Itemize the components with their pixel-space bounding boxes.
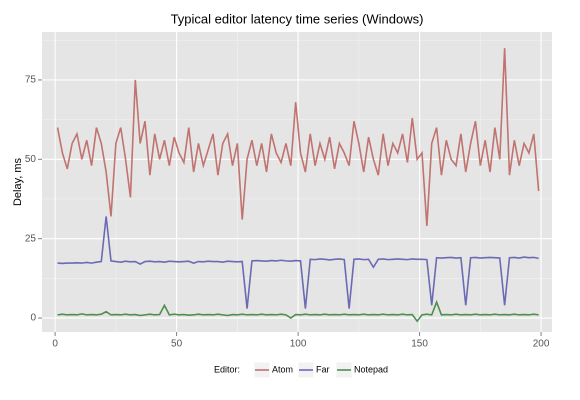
series-line bbox=[56, 48, 540, 227]
plot-panel bbox=[42, 32, 552, 332]
series-line bbox=[57, 299, 539, 323]
y-tick-label: 50 bbox=[25, 154, 37, 165]
x-tick-label: 0 bbox=[52, 339, 58, 350]
chart-title: Typical editor latency time series (Wind… bbox=[171, 11, 424, 26]
x-tick-label: 200 bbox=[533, 339, 550, 350]
y-axis-label: Delay, ms bbox=[12, 157, 24, 206]
legend-title: Editor: bbox=[214, 364, 240, 374]
x-tick-label: 150 bbox=[411, 339, 428, 350]
y-tick-label: 0 bbox=[30, 313, 36, 324]
x-tick-label: 50 bbox=[171, 339, 183, 350]
y-tick-label: 25 bbox=[25, 233, 37, 244]
series-line bbox=[57, 216, 539, 309]
x-tick-label: 100 bbox=[290, 339, 307, 350]
legend-label: Far bbox=[316, 364, 330, 374]
y-tick-label: 75 bbox=[25, 75, 37, 86]
legend-label: Atom bbox=[272, 364, 293, 374]
legend-label: Notepad bbox=[354, 364, 388, 374]
